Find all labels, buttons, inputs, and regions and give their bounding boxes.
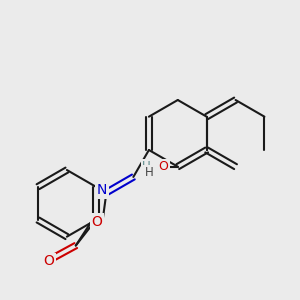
Text: H: H [145,166,153,179]
Text: O: O [158,160,168,173]
Text: H: H [142,160,151,173]
Text: N: N [97,183,107,197]
Text: O: O [92,215,102,229]
Text: O: O [44,254,55,268]
